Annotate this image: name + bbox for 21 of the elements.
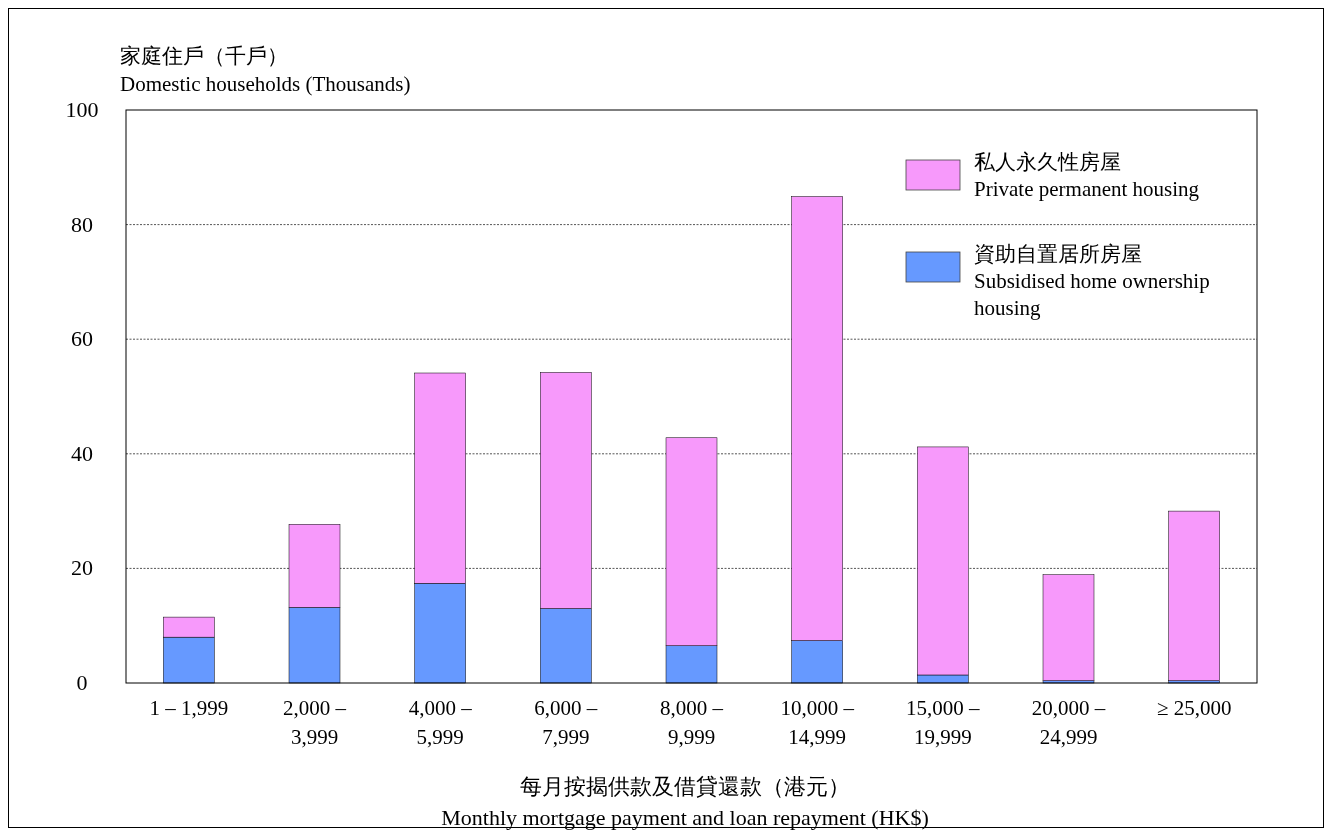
y-tick-label: 60 bbox=[71, 326, 93, 352]
x-tick-label: 8,000 – 9,999 bbox=[660, 696, 724, 749]
y-tick-label: 40 bbox=[71, 440, 93, 466]
x-tick-label: 15,000 – 19,999 bbox=[906, 696, 981, 749]
x-axis-title: 每月按揭供款及借貸還款（港元） Monthly mortgage payment and loan repayment (HK$) bbox=[441, 774, 929, 830]
bar bbox=[1042, 574, 1095, 681]
x-tick-label: 1 – 1,999 bbox=[149, 696, 229, 720]
x-tick-label: 20,000 – 24,999 bbox=[1031, 696, 1106, 749]
y-tick-label: 80 bbox=[71, 211, 93, 237]
x-tick-label: 6,000 – 7,999 bbox=[534, 696, 598, 749]
y-tick-label: 0 bbox=[76, 670, 88, 695]
y-tick-label: 20 bbox=[71, 555, 93, 581]
x-tick-label: 4,000 – 5,999 bbox=[408, 696, 473, 749]
y-tick-label: 100 bbox=[65, 97, 99, 122]
legend-label: 私人永久性房屋 Private permanent housing bbox=[974, 150, 1200, 201]
x-tick-label: 10,000 – 14,999 bbox=[780, 696, 855, 749]
legend-label: 資助自置居所房屋 Subsidised home ownership housing bbox=[974, 242, 1210, 320]
y-axis-title: 家庭住戶（千戶） Domestic households (Thousands) bbox=[120, 44, 411, 96]
x-tick-label: ≥ 25,000 bbox=[1156, 696, 1232, 720]
x-tick-label: 2,000 – 3,999 bbox=[283, 696, 347, 749]
bar bbox=[1168, 510, 1220, 681]
